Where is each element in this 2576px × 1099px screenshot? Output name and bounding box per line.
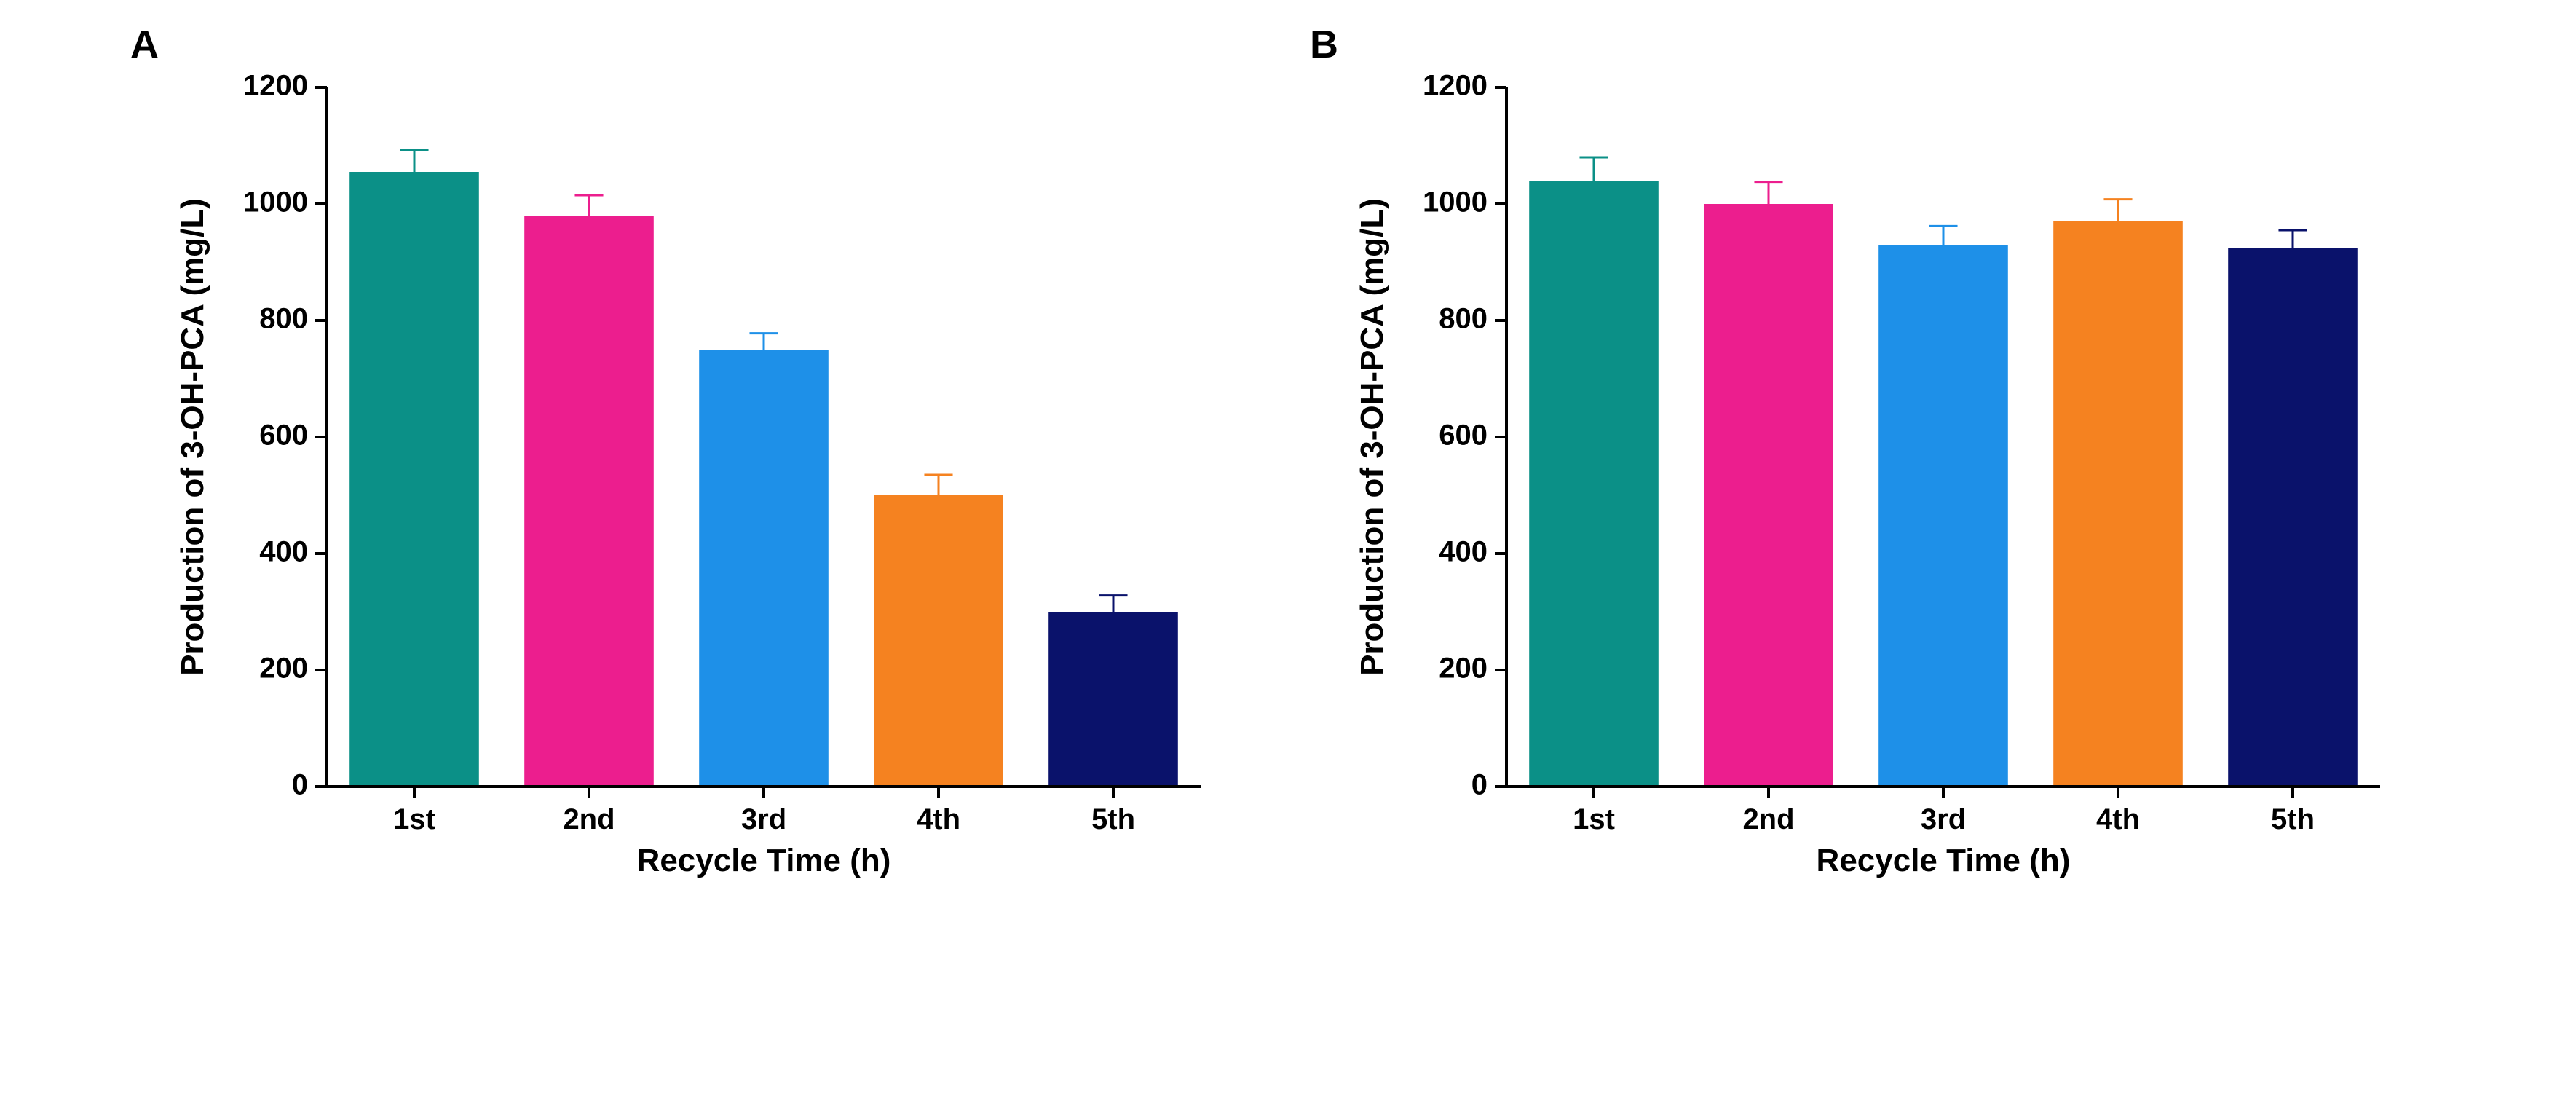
chart-B: 0 200 400 600 800 1000 1200 1st 2nd 3rd 4th 5th Prod…: [1332, 29, 2424, 903]
y-tick-label: 200: [1439, 653, 1487, 685]
y-tick-label: 0: [1471, 769, 1487, 801]
y-tick-label: 800: [1439, 303, 1487, 335]
x-tick-label: 4th: [917, 803, 960, 835]
x-tick-label: 3rd: [1921, 803, 1966, 835]
chart-svg: 0 200 400 600 800 1000 1200 1st 2nd 3rd 4th 5th Prod…: [152, 29, 1244, 903]
y-axis-label: Production of 3-OH-PCA (mg/L): [1354, 198, 1390, 676]
bar: [349, 172, 479, 787]
x-tick-label: 4th: [2096, 803, 2140, 835]
y-tick-label: 200: [259, 653, 308, 685]
y-tick-label: 1000: [243, 186, 308, 218]
x-tick-label: 5th: [2271, 803, 2315, 835]
bar: [1529, 181, 1659, 787]
x-tick-label: 1st: [1573, 803, 1615, 835]
x-tick-label: 5th: [1091, 803, 1135, 835]
bar: [2228, 248, 2358, 787]
panel-A: A0200400600800100012001st2nd3rd4th5thPro…: [152, 29, 1244, 903]
x-axis-label: Recycle Time (h): [637, 843, 891, 878]
y-tick-label: 0: [292, 769, 308, 801]
bar: [699, 350, 829, 787]
x-tick-label: 2nd: [1742, 803, 1794, 835]
x-tick-label: 3rd: [741, 803, 786, 835]
y-tick-label: 400: [259, 536, 308, 568]
y-tick-label: 1000: [1423, 186, 1487, 218]
figure-container: A0200400600800100012001st2nd3rd4th5thPro…: [0, 0, 2576, 932]
bar: [524, 216, 654, 787]
x-axis-label: Recycle Time (h): [1817, 843, 2071, 878]
bar: [2053, 221, 2183, 787]
chart-A: 0 200 400 600 800 1000 1200 1st 2nd 3rd 4th 5th Prod…: [152, 29, 1244, 903]
y-tick-label: 600: [1439, 419, 1487, 452]
x-tick-label: 2nd: [563, 803, 615, 835]
bar: [1704, 204, 1833, 787]
bar: [874, 495, 1003, 787]
y-tick-label: 1200: [1423, 70, 1487, 102]
y-tick-label: 1200: [243, 70, 308, 102]
y-axis-label: Production of 3-OH-PCA (mg/L): [175, 198, 210, 676]
bar: [1878, 245, 2008, 787]
y-tick-label: 800: [259, 303, 308, 335]
y-tick-label: 600: [259, 419, 308, 452]
bar: [1048, 612, 1178, 787]
y-tick-label: 400: [1439, 536, 1487, 568]
x-tick-label: 1st: [393, 803, 435, 835]
chart-svg: 0 200 400 600 800 1000 1200 1st 2nd 3rd 4th 5th Prod…: [1332, 29, 2424, 903]
panel-B: B0200400600800100012001st2nd3rd4th5thPro…: [1332, 29, 2424, 903]
